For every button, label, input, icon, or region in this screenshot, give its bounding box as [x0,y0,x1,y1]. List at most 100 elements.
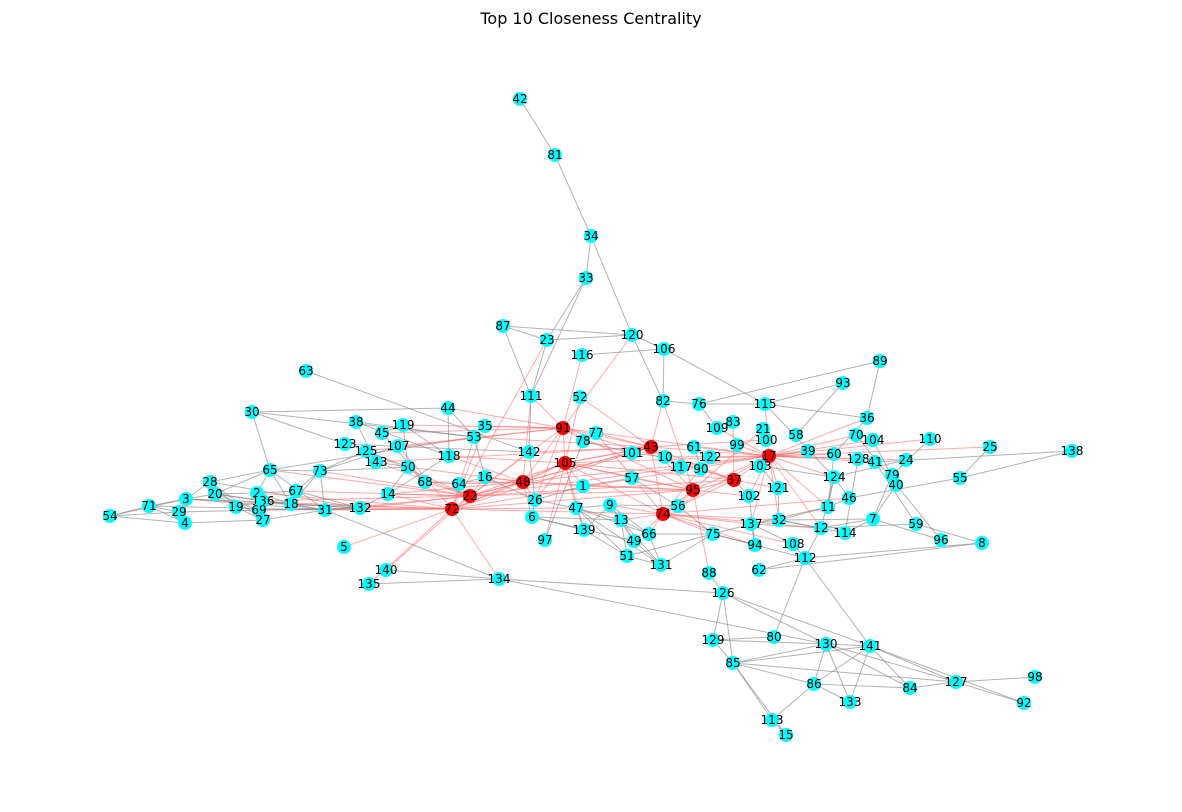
node-label: 1 [579,479,587,493]
edge-23-111 [530,339,548,397]
edge-1-26 [534,485,584,501]
node-marker [620,549,634,563]
node-marker [289,484,303,498]
node-label: 118 [438,449,461,463]
node-label: 122 [699,450,722,464]
edge-1-57 [582,477,633,487]
node-marker [674,460,688,474]
node-label: 27 [255,513,270,527]
node-111: 111 [520,389,542,403]
edge-73-125 [319,450,367,472]
node-100: 100 [755,433,777,447]
node-marker [827,470,841,484]
edge-92-127 [955,681,1025,704]
edge-72-74 [451,508,664,515]
node-marker [767,630,781,644]
node-3: 3 [179,492,193,506]
edge-59-8 [915,523,983,544]
node-marker [786,537,800,551]
edge-72-17 [451,455,770,510]
edge-130-133 [825,643,851,703]
node-106: 106 [653,342,675,356]
edge-86-84 [813,683,911,689]
edge-13-131 [620,519,662,566]
node-marker [838,526,852,540]
node-marker [654,558,668,572]
node-127: 127 [945,675,967,689]
edge-48-17 [522,455,770,483]
node-label: 99 [729,438,744,452]
node-label: 2 [253,486,261,500]
node-label: 115 [754,397,777,411]
node-label: 62 [751,563,766,577]
edge-56-9 [609,504,679,507]
node-marker [843,695,857,709]
edge-27-31 [262,509,326,521]
edge-85-130 [732,643,827,664]
node-label: 119 [392,418,415,432]
edge-84-127 [909,681,957,689]
node-label: 135 [358,577,381,591]
node-label: 11 [820,500,835,514]
edge-36-17 [768,417,868,457]
node-55: 55 [952,471,968,485]
edge-77-43 [595,432,652,448]
node-marker [556,421,570,435]
node-38: 38 [348,415,364,429]
node-label: 64 [451,477,466,491]
node-label: 114 [834,526,857,540]
node-14: 14 [380,487,396,501]
node-42: 42 [512,92,528,106]
edge-112-62 [758,557,806,571]
node-54: 54 [102,509,118,523]
node-marker [178,516,192,530]
node-label: 12 [813,521,828,535]
node-marker [614,513,628,527]
node-label: 93 [835,376,850,390]
node-143: 143 [365,455,387,469]
edge-116-91 [562,354,583,429]
node-marker [548,148,562,162]
node-marker [284,497,298,511]
node-marker [256,513,270,527]
edge-111-91 [530,395,564,429]
edge-22-136 [262,495,471,502]
node-marker [798,551,812,565]
node-marker [172,505,186,519]
node-37: 37 [726,473,742,487]
edge-134-126 [498,578,724,594]
edge-118-48 [448,455,524,483]
node-label: 139 [573,523,596,537]
edge-65-28 [209,469,271,483]
node-marker [299,364,313,378]
edge-33-111 [530,277,587,397]
edge-79-7 [872,474,893,520]
edge-65-20 [214,469,271,495]
edge-126-85 [722,592,734,664]
node-marker [208,487,222,501]
node-73: 73 [312,464,328,478]
edge-112-80 [773,557,806,638]
node-marker [772,513,786,527]
node-marker [863,639,877,653]
node-marker [584,229,598,243]
node-label: 8 [978,536,986,550]
node-28: 28 [202,475,218,489]
node-label: 71 [141,499,156,513]
node-marker [903,681,917,695]
node-40: 40 [888,478,904,492]
node-marker [748,538,762,552]
node-marker [442,449,456,463]
edge-74-9 [609,504,664,515]
edge-23-120 [546,334,633,341]
node-18: 18 [283,497,299,511]
node-67: 67 [288,484,304,498]
node-130: 130 [815,637,837,651]
node-label: 110 [919,432,942,446]
node-marker [706,527,720,541]
node-marker [1065,444,1079,458]
node-marker [625,471,639,485]
node-marker [558,456,572,470]
node-128: 128 [847,452,869,466]
node-101: 101 [621,446,643,460]
